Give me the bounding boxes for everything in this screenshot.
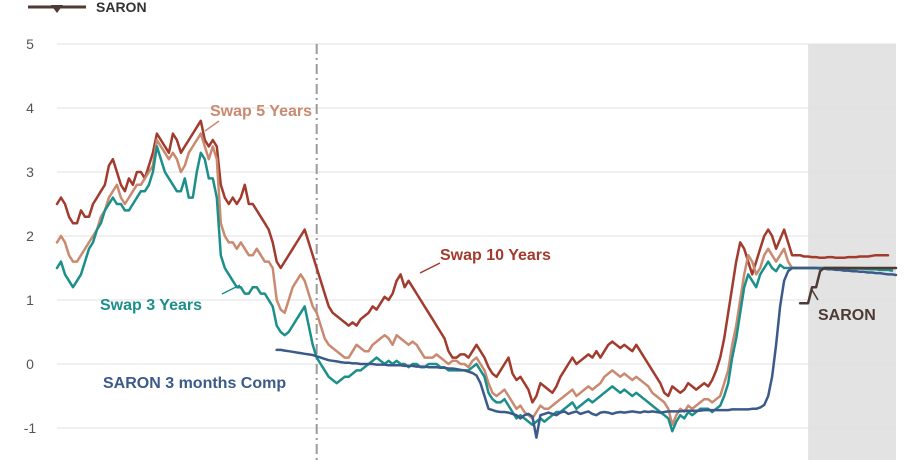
y-tick-label: -1 [24, 420, 37, 436]
gridlines [57, 43, 896, 429]
annotation-leader-swap-10 [419, 262, 441, 274]
legend: SARON [28, 0, 147, 15]
y-tick-label: 5 [26, 36, 34, 52]
series-line-swap-3-years [55, 145, 894, 433]
series-line-saron [798, 266, 898, 305]
y-tick-label: 3 [26, 164, 34, 180]
y-tick-label: 0 [26, 356, 34, 372]
forecast-shaded-region [808, 44, 896, 460]
y-tick-label: 1 [26, 292, 34, 308]
annotation-leader-saron [811, 289, 819, 301]
series-annotations: Swap 5 Years Swap 10 Years Swap 3 Years … [100, 103, 876, 392]
annotation-saron: SARON [818, 307, 876, 324]
shaded-region [808, 44, 896, 460]
series-line-swap-10-years [55, 119, 890, 404]
legend-label: SARON [96, 0, 147, 15]
annotation-leader-swap-3 [221, 284, 241, 295]
y-tick-label: 4 [26, 100, 34, 116]
annotation-swap-5-years: Swap 5 Years [210, 103, 312, 120]
y-axis-ticks: 5 4 3 2 1 0 -1 [24, 36, 37, 436]
annotation-swap-10-years: Swap 10 Years [440, 247, 551, 264]
annotation-saron-3-months-comp: SARON 3 months Comp [103, 375, 286, 392]
annotation-swap-3-years: Swap 3 Years [100, 297, 202, 314]
series-lines [55, 119, 898, 439]
y-tick-label: 2 [26, 228, 34, 244]
series-line-saron-3-months-comp [275, 266, 898, 439]
legend-marker-icon [51, 5, 63, 13]
series-line-swap-5-years [55, 132, 894, 427]
annotation-leader-swap-5 [204, 120, 220, 132]
